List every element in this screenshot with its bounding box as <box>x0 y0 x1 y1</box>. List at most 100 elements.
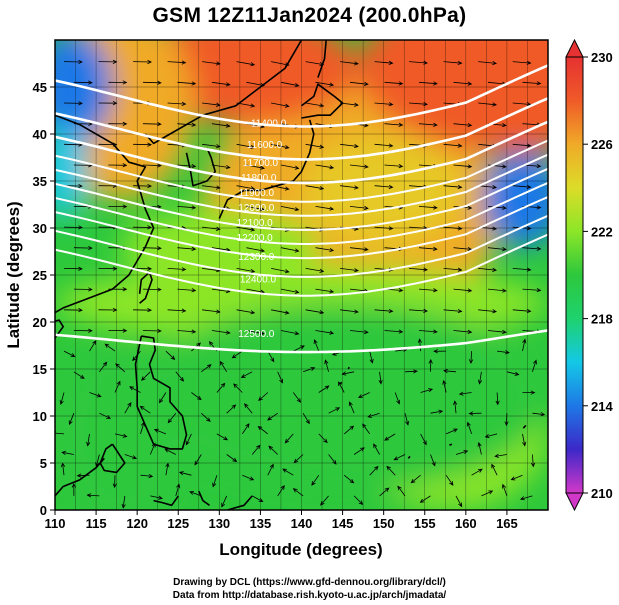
wind-arrow <box>142 163 162 168</box>
wind-arrow <box>453 122 473 128</box>
wind-arrow <box>108 163 128 168</box>
wind-arrow <box>340 268 359 273</box>
credit-data-source: Data from http://database.rish.kyoto-u.a… <box>172 590 447 601</box>
wind-arrow <box>302 367 316 373</box>
wind-arrow <box>202 226 221 231</box>
wind-arrow <box>374 308 394 314</box>
wind-arrow <box>231 350 243 359</box>
wind-arrow <box>124 454 138 460</box>
wind-arrow <box>241 423 250 435</box>
wind-arrow <box>177 329 197 334</box>
wind-arrow <box>328 454 337 465</box>
colorbar: 230 226 222 218 214 210 <box>565 38 613 512</box>
wind-arrow <box>251 444 261 455</box>
wind-arrow <box>112 475 117 489</box>
wind-arrow <box>177 122 197 127</box>
wind-arrow <box>315 164 335 170</box>
wind-arrow <box>271 61 290 67</box>
wind-arrow <box>443 308 463 314</box>
wind-arrow <box>63 266 83 271</box>
wind-arrow <box>177 164 197 169</box>
wind-arrow <box>458 391 472 396</box>
wind-arrow <box>108 328 128 333</box>
wind-arrow <box>522 338 527 352</box>
wind-arrow <box>236 61 256 67</box>
wind-arrow <box>177 288 197 293</box>
x-axis-title: Longitude (degrees) <box>219 540 382 559</box>
x-tick-label: 140 <box>291 516 313 531</box>
wind-arrow <box>61 450 74 456</box>
wind-arrow <box>418 205 438 210</box>
wind-arrow <box>305 309 325 315</box>
colorbar-bottom-arrow <box>565 492 584 512</box>
wind-arrow <box>73 371 85 379</box>
y-tick-label: 40 <box>33 127 47 142</box>
wind-arrow <box>98 59 118 64</box>
wind-arrow <box>133 59 153 65</box>
wind-arrow <box>108 80 128 85</box>
y-tick-label: 0 <box>40 503 47 518</box>
coastline-segment <box>55 114 155 314</box>
coastline-segment <box>407 455 411 459</box>
wind-arrow <box>512 308 532 314</box>
coastline-segment <box>522 424 527 429</box>
wind-arrow <box>522 81 542 86</box>
wind-arrow <box>226 454 238 463</box>
wind-arrow <box>121 495 126 509</box>
wind-arrow <box>453 288 473 293</box>
wind-arrow <box>445 428 458 435</box>
wind-arrow <box>165 350 176 361</box>
x-tick-label: 125 <box>167 516 189 531</box>
height-contour-line <box>55 196 548 260</box>
wind-arrow <box>63 59 83 65</box>
coastline-segment <box>317 40 327 78</box>
wind-arrow <box>477 441 482 455</box>
wind-arrow <box>522 288 542 293</box>
wind-arrow <box>114 380 121 393</box>
colorbar-tick-label: 210 <box>591 486 613 501</box>
wind-arrow <box>374 60 394 65</box>
wind-arrow <box>320 495 329 506</box>
wind-arrow <box>430 454 436 467</box>
wind-arrow <box>384 433 396 441</box>
wind-arrow <box>471 468 483 476</box>
wind-arrow <box>246 206 266 212</box>
contour-label: 12300.0 <box>238 252 275 263</box>
contour-label: 11400.0 <box>251 118 287 129</box>
wind-arrow <box>150 495 164 500</box>
wind-arrow <box>124 402 132 414</box>
wind-arrow <box>442 379 447 393</box>
wind-arrow <box>133 142 153 147</box>
wind-arrow <box>340 61 359 66</box>
x-tick-label: 145 <box>332 516 354 531</box>
wind-arrow <box>430 409 444 414</box>
coastline-segment <box>55 457 105 497</box>
x-tick-label: 110 <box>45 516 66 531</box>
wind-arrow <box>177 246 197 251</box>
wind-arrow <box>133 183 153 189</box>
wind-arrow <box>246 164 266 170</box>
wind-arrow <box>167 101 187 106</box>
wind-arrow <box>384 81 404 86</box>
wind-arrow <box>280 81 300 88</box>
wind-arrow <box>343 425 355 435</box>
wind-arrow <box>280 288 300 294</box>
contour-label: 12000.0 <box>238 203 275 214</box>
wind-arrow <box>89 340 97 352</box>
wind-arrow <box>495 392 500 406</box>
wind-arrow <box>142 80 162 85</box>
wind-arrow <box>374 226 394 231</box>
wind-arrow <box>512 267 532 272</box>
wind-arrow <box>484 433 498 439</box>
wind-arrow <box>73 245 93 251</box>
wind-arrow <box>367 412 380 418</box>
wind-arrow <box>315 206 335 211</box>
height-contour-line <box>55 214 548 278</box>
wind-arrow <box>293 345 305 352</box>
wind-arrow <box>338 381 345 393</box>
coastline-segment <box>55 319 64 339</box>
wind-arrow <box>404 369 418 374</box>
wind-arrow <box>277 485 285 497</box>
wind-arrow <box>491 463 498 476</box>
